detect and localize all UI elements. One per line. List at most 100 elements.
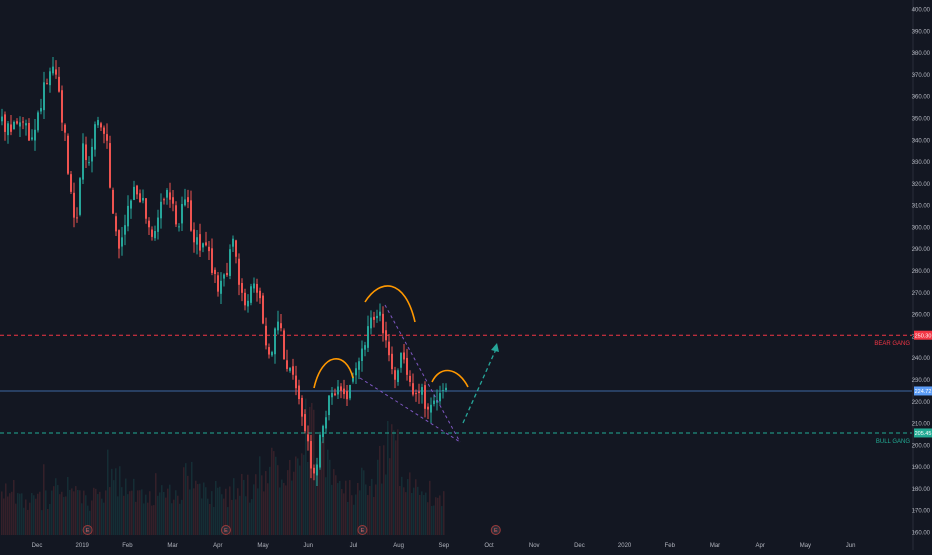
candle-body <box>430 404 432 413</box>
candle-body <box>325 417 327 429</box>
candle-body <box>280 323 282 329</box>
volume-bar <box>305 398 307 535</box>
volume-bar <box>443 491 445 535</box>
volume-bar <box>315 463 317 535</box>
candle-body <box>61 90 63 123</box>
candle-body <box>19 122 21 127</box>
volume-bar <box>393 430 395 535</box>
candle-body <box>151 229 153 237</box>
candle-body <box>133 186 135 200</box>
candlesticks <box>1 57 447 487</box>
volume-bar <box>23 507 25 535</box>
time-tick-label: Mar <box>710 543 720 549</box>
volume-bar <box>215 480 217 535</box>
volume-bar <box>429 480 431 535</box>
volume-bar <box>149 491 151 535</box>
volume-bar <box>397 429 399 535</box>
volume-bar <box>411 492 413 535</box>
volume-bar <box>263 491 265 535</box>
level-price-badge <box>914 330 932 340</box>
volume-bar <box>155 473 157 535</box>
volume-bar <box>293 471 295 535</box>
price-axis[interactable]: 400.00 390.00 380.00 370.00 360.00 350.00 340.… <box>912 0 932 550</box>
volume-bar <box>179 503 181 535</box>
volume-bar <box>219 486 221 535</box>
volume-bar <box>287 470 289 535</box>
volume-bar <box>159 492 161 535</box>
volume-bar <box>247 474 249 535</box>
volume-bar <box>93 487 95 535</box>
time-tick-label: Jun <box>846 543 856 549</box>
price-tick-label: 210.00 <box>912 422 931 428</box>
candle-body <box>187 197 189 203</box>
volume-bar <box>7 496 9 535</box>
volume-bar <box>323 436 325 535</box>
candle-body <box>322 425 324 437</box>
volume-bar <box>5 483 7 535</box>
volume-bar <box>255 474 257 535</box>
price-tick-label: 380.00 <box>912 51 931 57</box>
volume-bar <box>119 466 121 535</box>
volume-bar <box>99 491 101 535</box>
candle-body <box>148 220 150 228</box>
price-tick-label: 340.00 <box>912 138 931 144</box>
volume-bar <box>325 477 327 535</box>
earnings-marker-label: E <box>86 528 90 534</box>
time-tick-label: Jul <box>350 543 358 549</box>
candle-body <box>112 189 114 214</box>
volume-bar <box>361 467 363 535</box>
volume-bar <box>239 495 241 535</box>
time-axis[interactable]: Dec 2019 Feb Mar Apr May Jun Jul Aug Sep Oct Nov Dec… <box>32 543 856 549</box>
volume-bar <box>147 502 149 535</box>
volume-bar <box>117 496 119 535</box>
candle-body <box>394 370 396 380</box>
volume-bar <box>257 488 259 535</box>
volume-bar <box>349 480 351 535</box>
volume-bar <box>289 459 291 535</box>
earnings-marker <box>357 525 368 535</box>
candle-body <box>235 240 237 257</box>
volume-bar <box>19 493 21 535</box>
candle-body <box>184 199 186 206</box>
candle-body <box>127 205 129 227</box>
volume-bar <box>71 488 73 535</box>
volume-bar <box>109 487 111 535</box>
candle-body <box>403 352 405 360</box>
candle-body <box>412 383 414 395</box>
time-tick-label: Feb <box>122 543 133 549</box>
volume-bar <box>175 490 177 535</box>
earnings-marker <box>82 525 93 535</box>
volume-bar <box>67 477 69 535</box>
volume-bar <box>97 494 99 535</box>
candle-body <box>7 123 9 136</box>
price-levels: BEAR GANG BULL GANG <box>0 334 912 445</box>
volume-bar <box>375 484 377 535</box>
shoulder-arc <box>313 358 354 389</box>
candle-body <box>307 434 309 442</box>
candle-body <box>373 316 375 320</box>
volume-bar <box>163 491 165 535</box>
candle-body <box>388 341 390 356</box>
volume-bar <box>373 496 375 535</box>
volume-bar <box>105 490 107 535</box>
volume-bar <box>13 480 15 535</box>
candle-body <box>103 127 105 134</box>
candle-body <box>436 400 438 403</box>
level-name-label: BEAR GANG <box>874 341 910 347</box>
candle-body <box>142 197 144 201</box>
volume-bar <box>365 484 367 535</box>
volume-bar <box>73 491 75 535</box>
volume-bar <box>423 495 425 535</box>
volume-bar <box>251 499 253 535</box>
candle-body <box>289 368 291 371</box>
volume-bar <box>79 490 81 535</box>
level-price-badge <box>914 428 932 438</box>
candle-body <box>229 249 231 276</box>
candle-body <box>313 467 315 474</box>
volume-bar <box>401 476 403 535</box>
price-tick-label: 300.00 <box>912 225 931 231</box>
volume-bar <box>21 493 23 535</box>
volume-bar <box>347 501 349 535</box>
